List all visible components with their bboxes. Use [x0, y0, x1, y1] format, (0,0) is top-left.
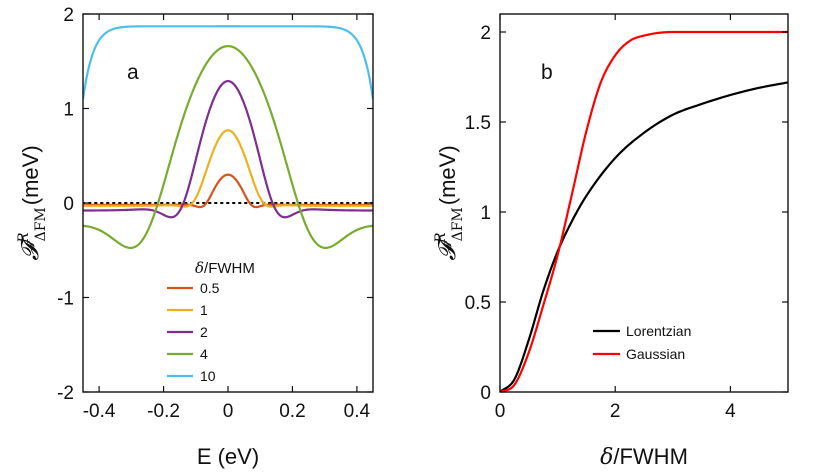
legend: δ/FWHM 0.5 1 2 4 10	[167, 259, 255, 384]
panel-letter: b	[541, 61, 553, 84]
x-tick-label: 0	[223, 401, 234, 422]
axes-frame	[499, 13, 789, 393]
y-tick-label: 2	[480, 23, 491, 44]
y-tick-label: 2	[63, 5, 74, 26]
y-axis-title: 𝓕RΔFM(meV)	[16, 145, 49, 260]
x-tick-label: 0	[495, 401, 506, 422]
legend-label-4: 4	[200, 346, 208, 362]
x-axis-title-delta: δ	[600, 445, 613, 470]
series-line-lorentzian	[500, 81, 788, 392]
series-line-2	[83, 79, 373, 219]
legend-label-10: 10	[200, 368, 216, 384]
legend-label-lorentzian: Lorentzian	[626, 323, 691, 339]
legend-title-delta: δ	[195, 259, 204, 277]
y-axis-title-unit: (meV)	[435, 145, 460, 205]
legend-label-2: 2	[200, 324, 208, 340]
y-tick-label: 0.5	[465, 293, 491, 314]
y-tick-label: 0	[480, 383, 491, 404]
legend: Lorentzian Gaussian	[593, 323, 691, 362]
y-tick-label: -2	[57, 383, 74, 404]
legend-label-gaussian: Gaussian	[626, 346, 685, 362]
y-tick-label: 1	[63, 100, 74, 121]
y-axis-title-unit: (meV)	[18, 145, 43, 205]
y-tick-label: 1	[480, 203, 491, 224]
x-tick-label: -0.4	[83, 401, 116, 422]
series-line-1	[83, 129, 373, 208]
x-tick-label: 2	[610, 401, 621, 422]
y-axis-title-subscript: ΔFM	[33, 207, 49, 241]
series-line-gaussian	[500, 30, 788, 392]
y-axis-title-superscript: R	[433, 232, 449, 244]
y-axis-title-subscript: ΔFM	[450, 207, 466, 241]
x-tick-label: 4	[725, 401, 736, 422]
panel-letter: a	[127, 61, 139, 84]
panel-b: 0 2 400.511.52δ/FWHM𝓕RΔFM(meV)bLorentzianG…	[433, 13, 789, 470]
y-axis-title-superscript: R	[16, 232, 32, 244]
x-tick-label: 0.2	[279, 401, 305, 422]
legend-title: δ/FWHM	[195, 259, 255, 277]
x-axis-title: δ/FWHM	[600, 444, 688, 470]
series-line-10	[83, 25, 373, 100]
y-tick-label: 0	[63, 194, 74, 215]
plot-area	[83, 25, 373, 249]
x-axis-title: E (eV)	[197, 444, 259, 469]
x-axis-title-rest: /FWHM	[613, 444, 688, 469]
legend-label-0.5: 0.5	[200, 280, 220, 296]
x-tick-label: 0.4	[344, 401, 371, 422]
y-tick-label: 1.5	[465, 113, 491, 134]
x-tick-label: -0.2	[147, 401, 180, 422]
legend-label-1: 1	[200, 302, 208, 318]
series-line-4	[83, 45, 373, 249]
y-tick-label: -1	[57, 289, 74, 310]
y-axis-title: 𝓕RΔFM(meV)	[433, 145, 466, 260]
legend-title-rest: /FWHM	[204, 260, 255, 277]
plot-area	[500, 30, 788, 392]
